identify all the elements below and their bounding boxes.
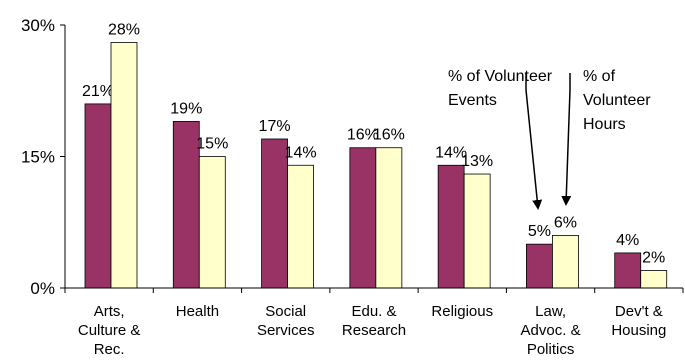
annotation-text: Hours xyxy=(583,116,626,133)
bar-hours xyxy=(375,147,403,289)
x-category-label: Edu. & xyxy=(351,303,396,320)
x-category-label: Housing xyxy=(611,322,666,339)
x-category-label: Law, xyxy=(535,303,566,320)
data-label: 5% xyxy=(528,223,551,240)
annotation-text: Events xyxy=(448,92,497,109)
annotation-arrow xyxy=(561,73,572,206)
y-axis: 0% 15% 30% xyxy=(21,16,66,298)
data-label: 14% xyxy=(285,144,317,161)
x-category-label: Services xyxy=(257,322,315,339)
x-axis: Arts, Culture & Rec. Health Social Services Ed… xyxy=(64,287,684,358)
data-label: 16% xyxy=(347,127,379,144)
bar-hours xyxy=(552,234,579,289)
bar-hours xyxy=(110,42,138,289)
bar-hours xyxy=(640,270,668,289)
bars: 21%28%19%15%17%14%16%16%14%13%5%6%4%2% xyxy=(82,22,668,289)
bar-hours xyxy=(463,173,491,289)
annotation-arrow xyxy=(525,73,543,210)
data-label: 17% xyxy=(259,118,291,135)
bar-events xyxy=(172,121,200,289)
annotation-text: Volunteer xyxy=(583,92,651,109)
annotation-text: % of xyxy=(583,68,616,85)
x-category-label: Culture & xyxy=(78,322,141,339)
y-tick-label: 15% xyxy=(21,148,55,167)
data-label: 2% xyxy=(642,249,665,266)
bar-hours xyxy=(287,164,314,289)
annotations: % of Volunteer Events % of Volunteer Hours xyxy=(448,68,651,210)
x-category-label: Research xyxy=(342,322,406,339)
data-label: 21% xyxy=(82,83,114,100)
data-label: 19% xyxy=(170,100,202,117)
data-label: 15% xyxy=(196,136,228,153)
x-category-label: Advoc. & xyxy=(521,322,581,339)
y-tick-label: 30% xyxy=(21,16,55,35)
y-tick-label: 0% xyxy=(30,279,55,298)
x-category-label: Health xyxy=(176,303,219,320)
annotation-text: % of Volunteer xyxy=(448,68,553,85)
bar-events xyxy=(526,243,553,289)
bar-events xyxy=(349,147,377,289)
bar-events xyxy=(84,103,112,289)
data-label: 6% xyxy=(554,214,577,231)
x-category-label: Rec. xyxy=(94,341,125,358)
data-label: 16% xyxy=(373,127,405,144)
x-category-label: Social xyxy=(265,303,306,320)
data-label: 4% xyxy=(616,232,639,249)
x-category-label: Politics xyxy=(527,341,575,358)
bar-events xyxy=(614,252,642,289)
bar-hours xyxy=(198,156,226,289)
x-category-label: Dev't & xyxy=(615,303,663,320)
data-label: 14% xyxy=(435,144,467,161)
bar-events xyxy=(261,138,288,289)
data-label: 28% xyxy=(108,22,140,39)
bar-events xyxy=(437,164,465,289)
x-category-label: Arts, xyxy=(94,303,125,320)
x-category-label: Religious xyxy=(431,303,493,320)
data-label: 13% xyxy=(461,153,493,170)
